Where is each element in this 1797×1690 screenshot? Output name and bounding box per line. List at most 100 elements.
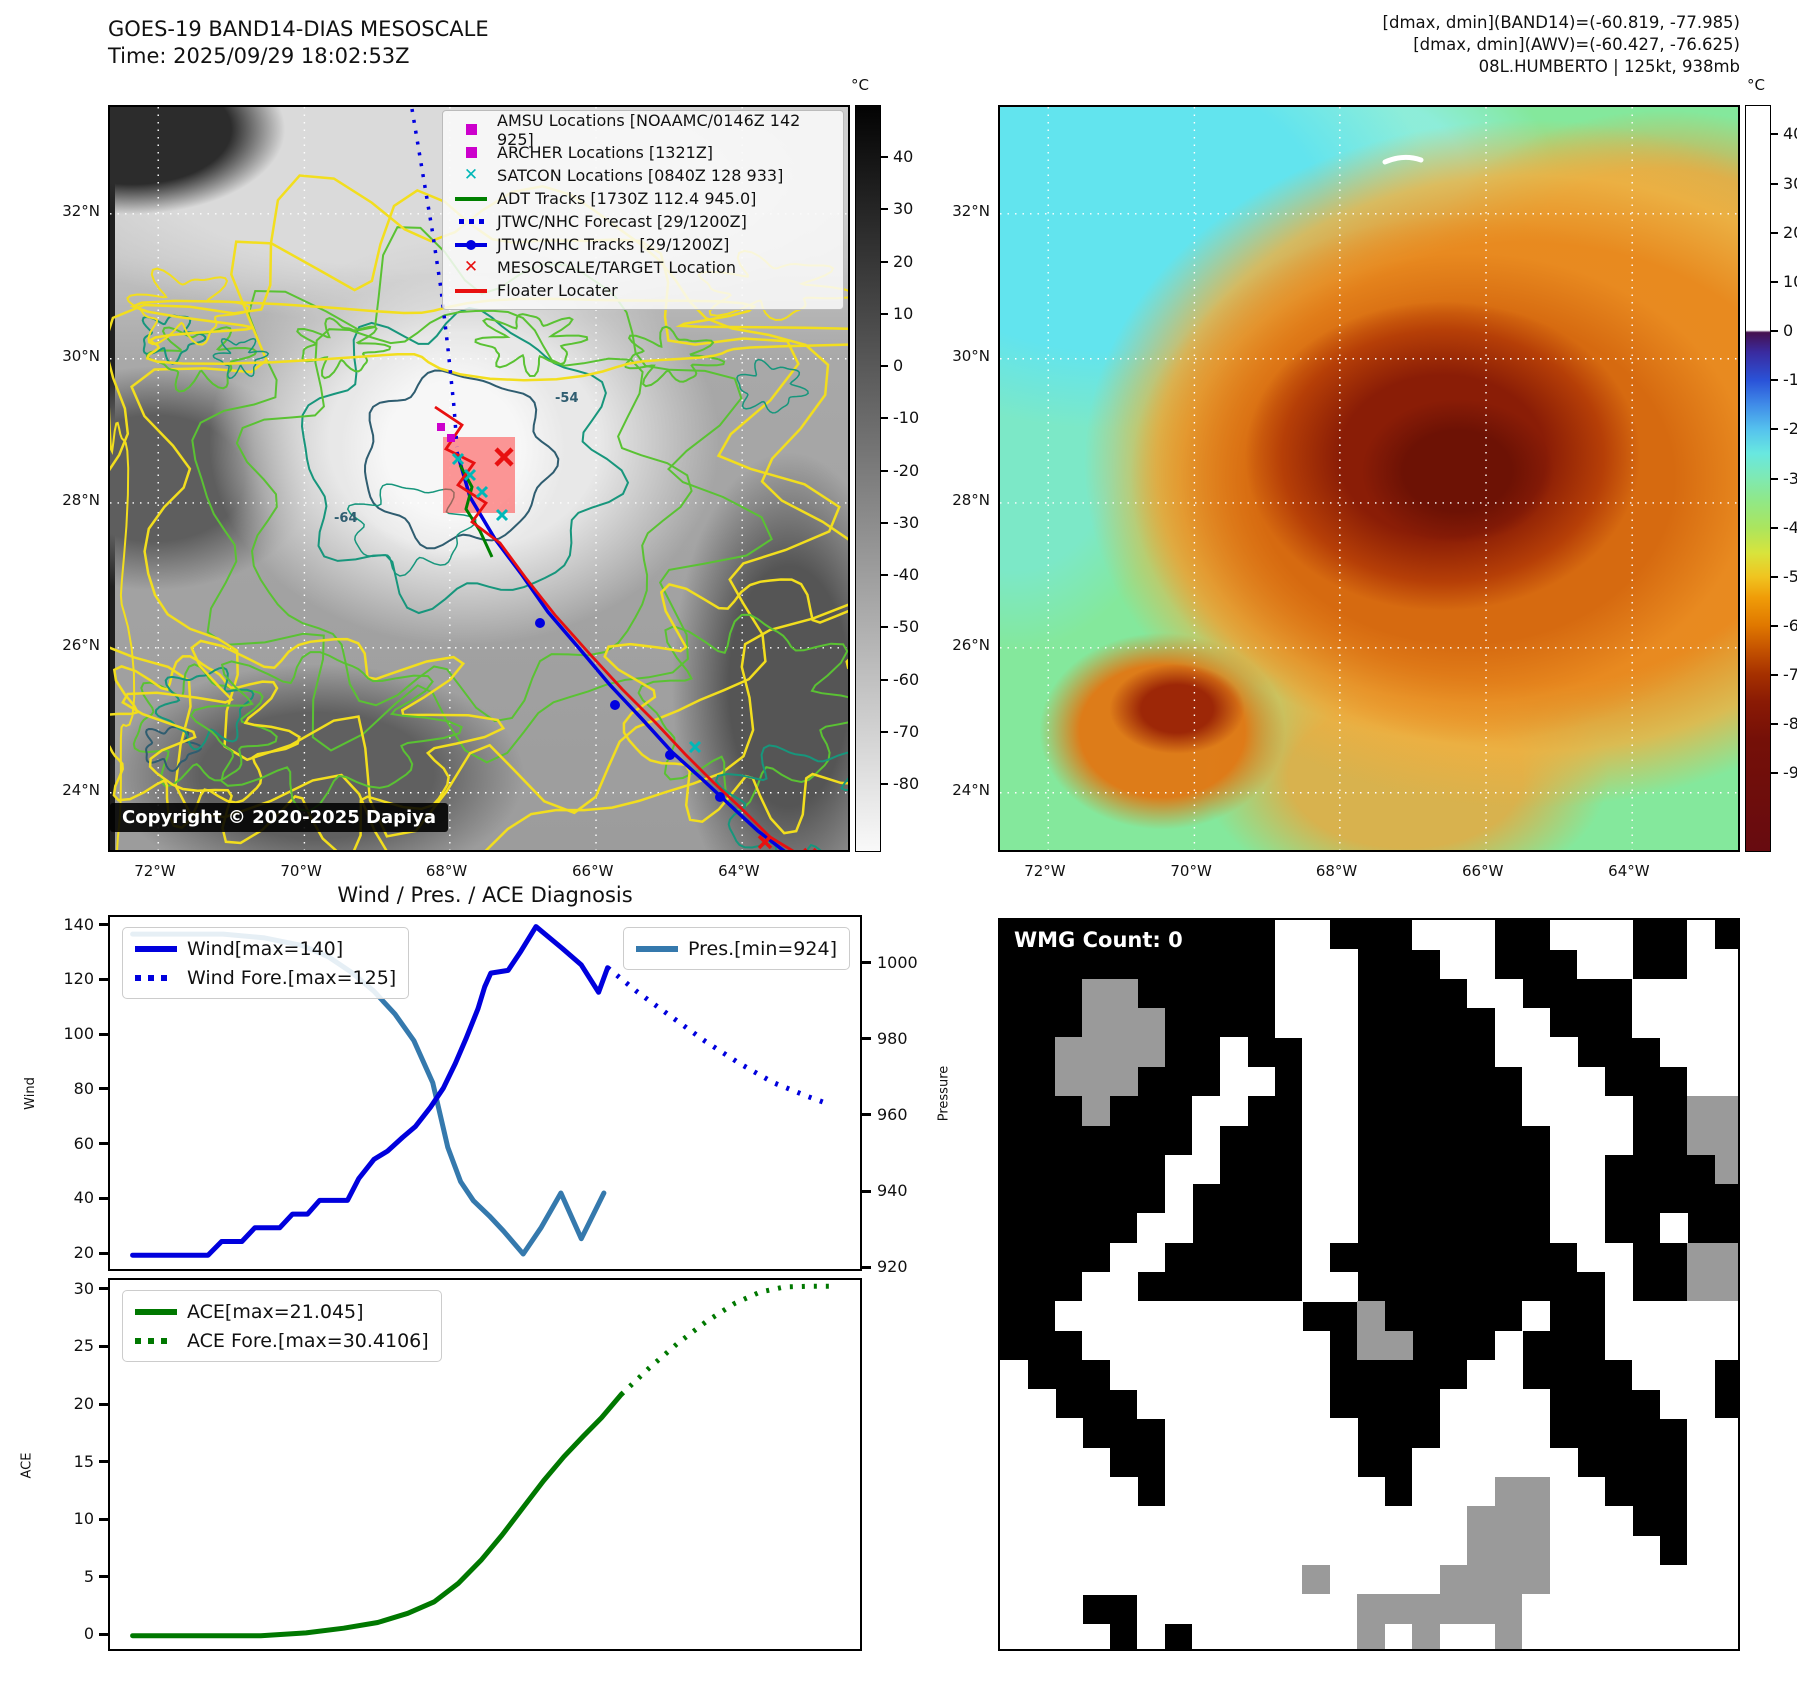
colorbar-tick-label: 40	[1783, 124, 1797, 144]
wmg-gray-cell	[1494, 1623, 1523, 1649]
wmg-gray-cell	[1494, 1594, 1523, 1625]
legend-item: JTWC/NHC Forecast [29/1200Z]	[453, 210, 833, 233]
colorbar-tick-label: -30	[1783, 468, 1797, 488]
wind-legend-label: Wind[max=140]	[187, 937, 344, 960]
axis-tick	[99, 1402, 108, 1406]
lat-tick-label: 32°N	[952, 201, 990, 220]
wmg-gray-cell	[1082, 1066, 1111, 1097]
wmg-white-cell	[1302, 949, 1331, 980]
colorbar-tick	[1771, 772, 1778, 775]
wmg-white-cell	[1219, 1535, 1248, 1566]
wmg-white-cell	[1714, 1037, 1738, 1068]
wmg-white-cell	[1549, 1506, 1578, 1537]
wmg-gray-cell	[1467, 1535, 1496, 1566]
wmg-white-cell	[1549, 1037, 1578, 1068]
wmg-white-cell	[1439, 949, 1468, 980]
wmg-white-cell	[1439, 1389, 1468, 1419]
wmg-white-cell	[1219, 1037, 1248, 1068]
wmg-white-cell	[1219, 1565, 1248, 1595]
y-tick-label: 100	[63, 1024, 94, 1044]
wmg-white-cell	[1137, 1242, 1166, 1273]
wmg-gray-cell	[1494, 1506, 1523, 1537]
wmg-white-cell	[1082, 1477, 1111, 1507]
wmg-white-cell	[1687, 1359, 1716, 1390]
wmg-white-cell	[1302, 1213, 1331, 1244]
wmg-white-cell	[1027, 1623, 1056, 1649]
wmg-gray-cell	[1467, 1565, 1496, 1595]
wmg-white-cell	[1577, 1477, 1606, 1507]
wmg-white-cell	[1055, 1418, 1084, 1449]
wmg-white-cell	[1274, 920, 1303, 950]
wmg-white-cell	[1714, 1330, 1738, 1361]
wmg-white-cell	[1164, 1535, 1193, 1566]
wmg-white-cell	[1549, 1565, 1578, 1595]
wmg-white-cell	[1219, 1330, 1248, 1361]
dot	[466, 239, 476, 250]
wmg-white-cell	[1659, 1565, 1688, 1595]
wmg-white-cell	[1687, 1389, 1716, 1419]
wmg-white-cell	[1055, 1594, 1084, 1625]
wmg-white-cell	[1164, 1359, 1193, 1390]
wmg-white-cell	[1329, 1565, 1358, 1595]
wmg-gray-cell	[1412, 1594, 1441, 1625]
wmg-white-cell	[1274, 1535, 1303, 1566]
axis-tick	[99, 1251, 108, 1255]
wmg-white-cell	[1247, 1594, 1276, 1625]
wmg-white-cell	[1219, 1418, 1248, 1449]
y-tick-label: 80	[73, 1078, 94, 1098]
colorbar-tick-label: -70	[1783, 665, 1797, 685]
legend-item-label: ARCHER Locations [1321Z]	[497, 143, 714, 162]
wmg-white-cell	[1577, 1125, 1606, 1156]
wmg-white-cell	[1714, 1301, 1738, 1332]
wmg-white-cell	[1192, 1359, 1221, 1390]
wmg-white-cell	[1494, 1389, 1523, 1419]
wmg-white-cell	[1549, 1213, 1578, 1244]
wmg-white-cell	[1632, 1565, 1661, 1595]
dot	[478, 219, 484, 224]
dmax-dmin-awv: [dmax, dmin](AWV)=(-60.427, -76.625)	[1413, 35, 1740, 54]
wmg-white-cell	[1687, 1418, 1716, 1449]
wmg-white-cell	[1082, 1330, 1111, 1361]
colorbar-tick	[881, 730, 888, 733]
wmg-white-cell	[1000, 1506, 1029, 1537]
wmg-white-cell	[1687, 1623, 1716, 1649]
wmg-white-cell	[1055, 1535, 1084, 1566]
colorbar-tick-label: 20	[1783, 222, 1797, 242]
dot	[468, 219, 474, 224]
wmg-white-cell	[1439, 1623, 1468, 1649]
colorbar-tick	[881, 417, 888, 420]
wmg-gray-cell	[1384, 1594, 1413, 1625]
wmg-white-cell	[1604, 1594, 1633, 1625]
wmg-white-cell	[1439, 1477, 1468, 1507]
wmg-white-cell	[1577, 1183, 1606, 1214]
wmg-white-cell	[1384, 1565, 1413, 1595]
colorbar-tick-label: -20	[893, 460, 920, 480]
wmg-white-cell	[1577, 1623, 1606, 1649]
wmg-white-cell	[1055, 1565, 1084, 1595]
lon-tick-label: 66°W	[1462, 862, 1504, 880]
wmg-white-cell	[1439, 1535, 1468, 1566]
line-dot-icon	[455, 239, 487, 250]
wmg-white-cell	[1329, 1125, 1358, 1156]
square-icon	[465, 124, 477, 135]
colorbar-tick-label: 0	[1783, 321, 1794, 341]
axis-tick	[99, 1517, 108, 1521]
pressure-legend: Pres.[min=924]	[623, 927, 850, 970]
legend-item-label: ADT Tracks [1730Z 112.4 945.0]	[497, 189, 757, 208]
wmg-white-cell	[1082, 1535, 1111, 1566]
wmg-gray-cell	[1687, 1271, 1716, 1302]
wmg-white-cell	[1714, 1477, 1738, 1507]
wmg-white-cell	[1687, 1447, 1716, 1478]
wmg-white-cell	[1714, 1066, 1738, 1097]
wmg-white-cell	[1274, 949, 1303, 980]
wmg-white-cell	[1357, 1565, 1386, 1595]
wmg-gray-cell	[1714, 1242, 1738, 1273]
wmg-white-cell	[1109, 1565, 1138, 1595]
wmg-white-cell	[1577, 1213, 1606, 1244]
wmg-white-cell	[1055, 1477, 1084, 1507]
wmg-white-cell	[1549, 1066, 1578, 1097]
colorbar-tick-label: 30	[893, 199, 914, 219]
wmg-white-cell	[1000, 1477, 1029, 1507]
axis-tick	[99, 1196, 108, 1200]
wmg-white-cell	[1714, 1565, 1738, 1595]
